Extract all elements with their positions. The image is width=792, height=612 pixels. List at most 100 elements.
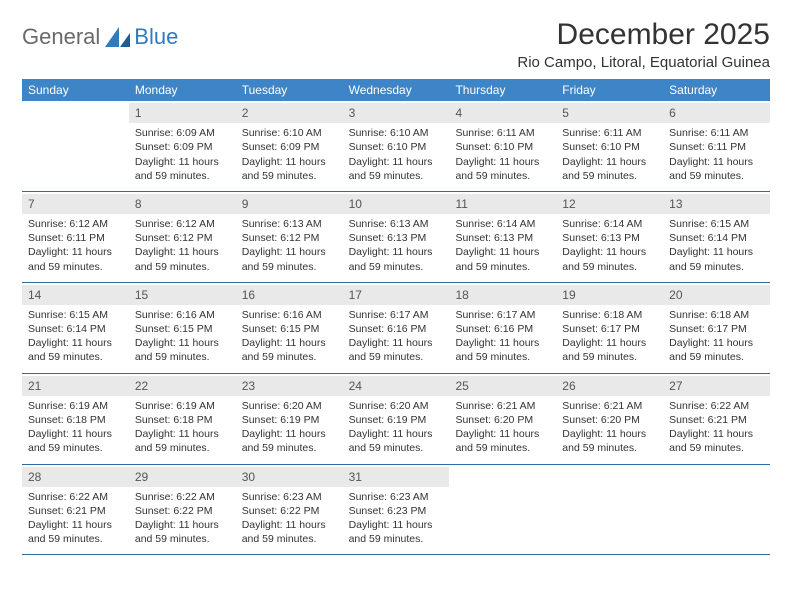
sunrise-text: Sunrise: 6:13 AM [242,217,337,231]
sunset-text: Sunset: 6:10 PM [562,140,657,154]
sunset-text: Sunset: 6:21 PM [28,504,123,518]
day-cell: 16Sunrise: 6:16 AMSunset: 6:15 PMDayligh… [236,283,343,373]
logo-word-general: General [22,24,100,50]
day-cell: 17Sunrise: 6:17 AMSunset: 6:16 PMDayligh… [343,283,450,373]
sunrise-text: Sunrise: 6:15 AM [669,217,764,231]
sunrise-text: Sunrise: 6:11 AM [455,126,550,140]
day-number: 18 [449,285,556,305]
sunrise-text: Sunrise: 6:10 AM [242,126,337,140]
day-cell: 23Sunrise: 6:20 AMSunset: 6:19 PMDayligh… [236,374,343,464]
daylight-text: Daylight: 11 hours and 59 minutes. [349,427,444,455]
day-number: 27 [663,376,770,396]
sunrise-text: Sunrise: 6:11 AM [669,126,764,140]
day-cell: 25Sunrise: 6:21 AMSunset: 6:20 PMDayligh… [449,374,556,464]
day-number: 7 [22,194,129,214]
day-cell: 13Sunrise: 6:15 AMSunset: 6:14 PMDayligh… [663,192,770,282]
day-number: 17 [343,285,450,305]
sunrise-text: Sunrise: 6:14 AM [455,217,550,231]
sunset-text: Sunset: 6:11 PM [28,231,123,245]
day-number: 9 [236,194,343,214]
day-number: 26 [556,376,663,396]
day-cell: 10Sunrise: 6:13 AMSunset: 6:13 PMDayligh… [343,192,450,282]
day-number: 31 [343,467,450,487]
day-number: 4 [449,103,556,123]
day-cell: 1Sunrise: 6:09 AMSunset: 6:09 PMDaylight… [129,101,236,191]
sunrise-text: Sunrise: 6:09 AM [135,126,230,140]
day-cell: 9 Sunrise: 6:13 AMSunset: 6:12 PMDaylight… [236,192,343,282]
weekday-friday: Friday [556,79,663,101]
daylight-text: Daylight: 11 hours and 59 minutes. [135,336,230,364]
week-row: 21Sunrise: 6:19 AMSunset: 6:18 PMDayligh… [22,374,770,465]
sunset-text: Sunset: 6:22 PM [242,504,337,518]
sunrise-text: Sunrise: 6:13 AM [349,217,444,231]
sunset-text: Sunset: 6:13 PM [562,231,657,245]
daylight-text: Daylight: 11 hours and 59 minutes. [455,245,550,273]
weekday-sunday: Sunday [22,79,129,101]
daylight-text: Daylight: 11 hours and 59 minutes. [28,336,123,364]
daylight-text: Daylight: 11 hours and 59 minutes. [135,245,230,273]
sunrise-text: Sunrise: 6:18 AM [562,308,657,322]
day-cell: 26Sunrise: 6:21 AMSunset: 6:20 PMDayligh… [556,374,663,464]
sunset-text: Sunset: 6:20 PM [562,413,657,427]
daylight-text: Daylight: 11 hours and 59 minutes. [562,245,657,273]
sunset-text: Sunset: 6:12 PM [242,231,337,245]
day-cell: 22Sunrise: 6:19 AMSunset: 6:18 PMDayligh… [129,374,236,464]
daylight-text: Daylight: 11 hours and 59 minutes. [242,427,337,455]
logo-sail-icon [105,27,131,47]
sunrise-text: Sunrise: 6:14 AM [562,217,657,231]
sunset-text: Sunset: 6:15 PM [242,322,337,336]
day-number: 22 [129,376,236,396]
daylight-text: Daylight: 11 hours and 59 minutes. [242,155,337,183]
brand-logo: General Blue [22,18,178,50]
day-cell: 7Sunrise: 6:12 AMSunset: 6:11 PMDaylight… [22,192,129,282]
logo-word-blue: Blue [134,24,178,50]
day-cell: 12Sunrise: 6:14 AMSunset: 6:13 PMDayligh… [556,192,663,282]
calendar-weeks: 1Sunrise: 6:09 AMSunset: 6:09 PMDaylight… [22,101,770,555]
sunrise-text: Sunrise: 6:19 AM [28,399,123,413]
sunset-text: Sunset: 6:18 PM [28,413,123,427]
day-number: 29 [129,467,236,487]
sunrise-text: Sunrise: 6:20 AM [349,399,444,413]
day-cell: 3Sunrise: 6:10 AMSunset: 6:10 PMDaylight… [343,101,450,191]
day-cell: 19Sunrise: 6:18 AMSunset: 6:17 PMDayligh… [556,283,663,373]
location-text: Rio Campo, Litoral, Equatorial Guinea [517,54,770,71]
day-number: 11 [449,194,556,214]
day-number: 8 [129,194,236,214]
day-cell: 18Sunrise: 6:17 AMSunset: 6:16 PMDayligh… [449,283,556,373]
sunrise-text: Sunrise: 6:17 AM [349,308,444,322]
daylight-text: Daylight: 11 hours and 59 minutes. [562,427,657,455]
page-header: General Blue December 2025 Rio Campo, Li… [22,18,770,71]
sunset-text: Sunset: 6:20 PM [455,413,550,427]
daylight-text: Daylight: 11 hours and 59 minutes. [669,155,764,183]
sunrise-text: Sunrise: 6:23 AM [349,490,444,504]
week-row: 28Sunrise: 6:22 AMSunset: 6:21 PMDayligh… [22,465,770,556]
day-cell: 5Sunrise: 6:11 AMSunset: 6:10 PMDaylight… [556,101,663,191]
sunset-text: Sunset: 6:14 PM [28,322,123,336]
month-title: December 2025 [517,18,770,52]
sunrise-text: Sunrise: 6:22 AM [669,399,764,413]
day-cell: 20Sunrise: 6:18 AMSunset: 6:17 PMDayligh… [663,283,770,373]
day-cell: 21Sunrise: 6:19 AMSunset: 6:18 PMDayligh… [22,374,129,464]
day-cell: 15Sunrise: 6:16 AMSunset: 6:15 PMDayligh… [129,283,236,373]
daylight-text: Daylight: 11 hours and 59 minutes. [562,336,657,364]
day-number: 19 [556,285,663,305]
daylight-text: Daylight: 11 hours and 59 minutes. [455,155,550,183]
daylight-text: Daylight: 11 hours and 59 minutes. [242,245,337,273]
daylight-text: Daylight: 11 hours and 59 minutes. [455,427,550,455]
day-number: 3 [343,103,450,123]
sunset-text: Sunset: 6:09 PM [135,140,230,154]
weekday-saturday: Saturday [663,79,770,101]
day-cell-empty [556,465,663,555]
week-row: 7Sunrise: 6:12 AMSunset: 6:11 PMDaylight… [22,192,770,283]
weekday-wednesday: Wednesday [343,79,450,101]
sunset-text: Sunset: 6:15 PM [135,322,230,336]
sunset-text: Sunset: 6:13 PM [455,231,550,245]
sunrise-text: Sunrise: 6:21 AM [455,399,550,413]
sunset-text: Sunset: 6:18 PM [135,413,230,427]
sunset-text: Sunset: 6:13 PM [349,231,444,245]
day-number: 2 [236,103,343,123]
day-cell: 24Sunrise: 6:20 AMSunset: 6:19 PMDayligh… [343,374,450,464]
sunrise-text: Sunrise: 6:22 AM [28,490,123,504]
week-row: 1Sunrise: 6:09 AMSunset: 6:09 PMDaylight… [22,101,770,192]
calendar-page: General Blue December 2025 Rio Campo, Li… [0,0,792,573]
